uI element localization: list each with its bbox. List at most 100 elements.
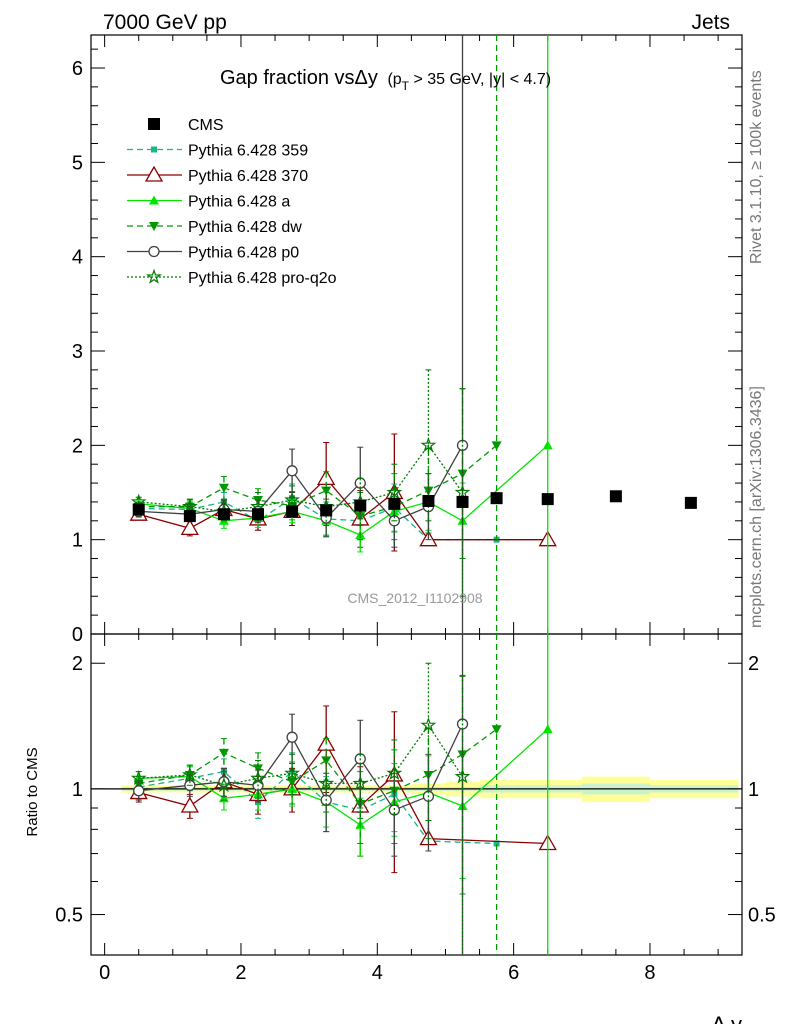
axes-frame: 0 2 4 6 8 0 1 2 3 4 5 6 0.5 0.5 1 1 2 2 <box>55 34 776 984</box>
legend-marker <box>149 222 159 231</box>
legend-marker <box>144 165 164 182</box>
data-point <box>284 764 301 780</box>
ratio-y-tick-label-right: 1 <box>748 779 759 801</box>
ratio-y-axis-label: Ratio to CMS <box>24 747 41 836</box>
data-point <box>287 783 298 793</box>
data-point <box>318 775 335 791</box>
data-point <box>490 492 503 505</box>
ratio-y-tick-label: 2 <box>72 653 83 675</box>
mcplots-label: mcplots.cern.ch [arXiv:1306.3436] <box>748 386 765 628</box>
y-tick-label: 1 <box>72 530 83 552</box>
x-tick-label: 6 <box>508 962 519 984</box>
series-line <box>138 444 464 522</box>
data-point <box>218 483 229 493</box>
legend-label: Pythia 6.428 a <box>188 194 290 211</box>
data-point <box>609 490 622 503</box>
series-line <box>138 497 497 541</box>
data-point <box>491 441 502 451</box>
ratio-y-tick-label: 1 <box>72 779 83 801</box>
data-point <box>181 766 198 782</box>
legend-marker <box>149 195 159 205</box>
data-point <box>286 505 299 518</box>
main-series-cms <box>132 490 697 523</box>
series-line <box>138 728 549 826</box>
chart-title: Gap fraction vsΔy (pT > 35 GeV, |y| < 4.… <box>220 67 551 93</box>
legend-label: CMS <box>188 117 224 134</box>
data-point <box>252 508 265 521</box>
legend-marker <box>148 245 160 258</box>
ratio-series-pq2o <box>130 662 471 955</box>
data-point <box>130 769 147 786</box>
x-tick-label: 0 <box>99 962 110 984</box>
header-left: 7000 GeV pp <box>103 11 227 34</box>
data-point <box>542 724 553 734</box>
ratio-y-tick-label: 0.5 <box>55 905 83 927</box>
legend-label: Pythia 6.428 370 <box>188 168 308 185</box>
legend-label: Pythia 6.428 359 <box>188 143 308 160</box>
data-point <box>454 484 471 500</box>
legend-label: Pythia 6.428 pro-q2o <box>188 270 337 287</box>
data-point <box>133 785 145 797</box>
series-line <box>138 444 464 513</box>
data-point <box>217 508 230 521</box>
series-line <box>138 723 464 811</box>
data-point <box>541 493 554 506</box>
data-point <box>286 731 298 743</box>
y-tick-label: 6 <box>72 58 83 80</box>
y-tick-label: 5 <box>72 152 83 174</box>
series-line <box>138 742 548 845</box>
data-point <box>321 486 332 496</box>
data-point <box>456 495 469 508</box>
series-line <box>138 444 549 536</box>
data-point <box>386 764 403 780</box>
y-tick-label: 2 <box>72 435 83 457</box>
series-layer <box>129 35 697 955</box>
legend: CMS Pythia 6.428 359 Pythia 6.428 370 Pythi… <box>127 117 337 287</box>
data-point <box>180 519 199 535</box>
x-tick-label: 8 <box>644 962 655 984</box>
data-point <box>542 440 553 450</box>
data-point <box>420 436 437 453</box>
x-axis-label: Δ y <box>711 1012 742 1024</box>
data-point <box>493 840 500 847</box>
ratio-y-tick-label-right: 0.5 <box>748 905 776 927</box>
y-tick-label: 3 <box>72 341 83 363</box>
ratio-y-tick-label-right: 2 <box>748 653 759 675</box>
data-point <box>181 498 198 514</box>
data-point <box>215 776 232 793</box>
data-point <box>183 510 196 523</box>
main-series-pp0 <box>133 35 469 634</box>
data-point <box>354 499 367 512</box>
data-point <box>284 491 300 507</box>
data-point <box>388 497 401 510</box>
legend-marker <box>151 146 157 153</box>
data-point <box>454 768 471 784</box>
series-line <box>138 770 497 845</box>
legend-marker <box>148 118 160 130</box>
data-point <box>286 465 298 477</box>
data-point <box>132 503 145 516</box>
data-point <box>386 484 403 500</box>
legend-label: Pythia 6.428 p0 <box>188 245 299 262</box>
data-point <box>684 496 697 509</box>
y-tick-label: 0 <box>72 624 83 646</box>
data-point <box>420 716 437 733</box>
data-point <box>491 725 502 735</box>
x-tick-label: 2 <box>235 962 246 984</box>
y-tick-label: 4 <box>72 247 83 269</box>
ratio-panel-frame <box>90 633 743 956</box>
rivet-label: Rivet 3.1.10, ≥ 100k events <box>748 70 765 264</box>
data-point <box>320 504 333 517</box>
data-point <box>180 796 199 813</box>
data-point <box>287 777 298 787</box>
analysis-watermark: CMS_2012_I1102908 <box>347 590 482 606</box>
legend-marker <box>146 268 162 284</box>
header-right: Jets <box>691 11 730 34</box>
data-point <box>352 775 369 791</box>
data-point <box>422 494 435 507</box>
data-point <box>250 769 266 786</box>
legend-label: Pythia 6.428 dw <box>188 219 302 236</box>
data-point <box>218 748 229 758</box>
series-line <box>138 477 548 541</box>
